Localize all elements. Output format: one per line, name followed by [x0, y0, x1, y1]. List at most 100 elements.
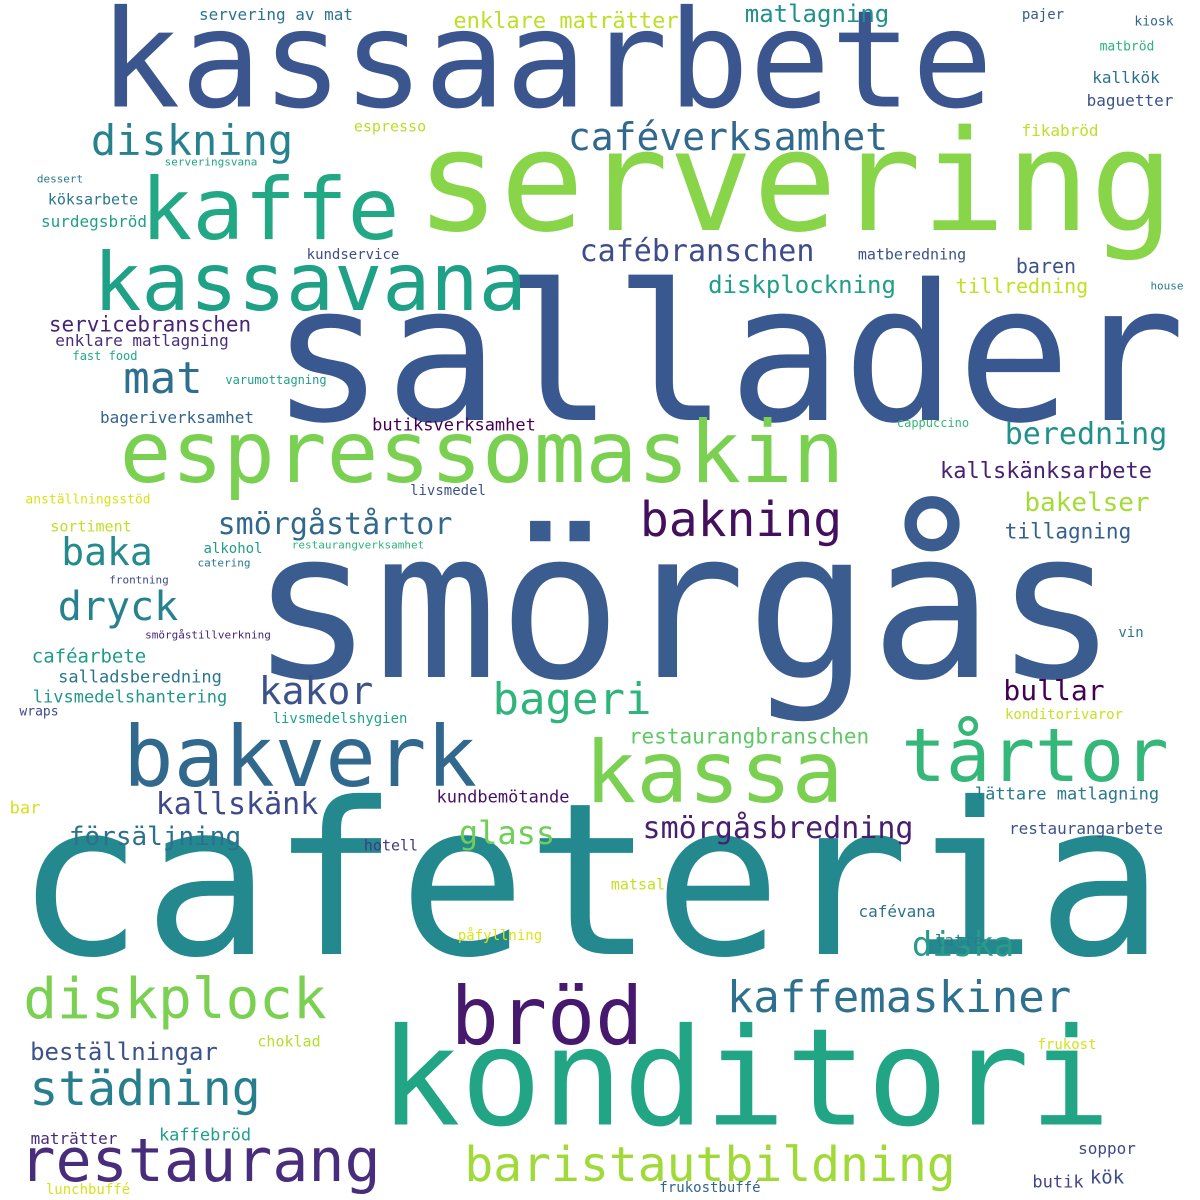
word: serveringsvana [164, 155, 258, 169]
word: kakor [258, 669, 374, 713]
word: konditori [379, 999, 1111, 1157]
word: bageri [492, 674, 652, 725]
word: espresso [353, 117, 427, 136]
word: servering [415, 101, 1175, 264]
word: fikabröd [1021, 121, 1099, 140]
word: bar [9, 798, 41, 819]
word: livsmedelshantering [32, 687, 228, 708]
word: kaffe [140, 160, 400, 260]
word: kallskänksarbete [940, 459, 1152, 484]
word: matbröd [1099, 39, 1155, 55]
word: vin [1118, 625, 1144, 641]
word: salladsberedning [58, 667, 222, 688]
word: kundbemötande [436, 787, 570, 808]
word: enklare matlagning [55, 331, 229, 350]
word: frukost [1037, 1037, 1097, 1053]
word: servering av mat [198, 5, 354, 24]
word: baguetter [1086, 91, 1174, 110]
word: köksarbete [47, 190, 139, 209]
word: städning [29, 1061, 261, 1117]
word: caféarbete [31, 645, 147, 668]
word: beställningar [30, 1038, 218, 1066]
word: pajer [1021, 7, 1065, 23]
word: diskplockning [708, 271, 896, 299]
word: sallader [270, 244, 1186, 465]
word: livsmedel [410, 483, 486, 499]
word: frukostbuffé [659, 1180, 761, 1196]
word: latte [934, 931, 984, 950]
word: cafévana [858, 902, 936, 921]
word: butiksverksamhet [372, 415, 536, 436]
word: smörgåstårtor [217, 507, 453, 542]
word: fast food [72, 349, 138, 363]
word: tillredning [955, 274, 1089, 298]
word: bakelser [1024, 488, 1150, 518]
word: cappuccino [896, 416, 970, 430]
word: diskplock [23, 967, 327, 1032]
word: kiosk [1134, 14, 1174, 30]
word: soppor [1078, 1139, 1136, 1158]
word: cafeteria [15, 757, 1165, 1004]
word: frontning [109, 573, 169, 587]
word: hotell [363, 836, 419, 855]
word: servicebranschen [48, 312, 252, 337]
word: maträtter [30, 1129, 118, 1148]
word: kassavana [93, 236, 527, 329]
word: mat [123, 353, 203, 404]
word: restaurangbranschen [628, 724, 870, 749]
word: alkohol [203, 541, 263, 557]
word: matberedning [857, 245, 967, 264]
word: espressomaskin [119, 403, 845, 503]
word: kundservice [306, 247, 400, 263]
word: baren [1015, 254, 1077, 278]
word: restaurang [19, 1126, 381, 1196]
word: dessert [36, 172, 84, 186]
word: lättare matlagning [974, 784, 1160, 805]
word: matlagning [744, 0, 890, 28]
word: lunchbuffé [45, 1182, 131, 1198]
word: wraps [19, 704, 59, 720]
word: kök [1089, 1166, 1125, 1189]
word: enklare maträtter [453, 9, 679, 34]
word: livsmedelshygien [272, 711, 408, 727]
word: glass [458, 814, 556, 852]
word: bröd [450, 970, 644, 1063]
word: kallskänk [155, 787, 319, 822]
word: kaffebröd [158, 1125, 252, 1146]
word: beredning [1004, 417, 1168, 452]
word: dryck [57, 584, 179, 630]
word: smörgås [249, 486, 1119, 726]
word: påfyllning [457, 928, 543, 944]
word: tårtor [901, 713, 1169, 799]
word: försäljning [68, 822, 242, 852]
word: konditorivaror [1004, 707, 1124, 723]
word: diska [911, 925, 1015, 965]
word: caféverksamhet [567, 115, 889, 159]
word: baristautbildning [464, 1137, 956, 1193]
word: cafébranschen [579, 234, 815, 269]
word: restaurangverksamhet [291, 538, 425, 552]
word: diskning [90, 116, 294, 165]
word: surdegsbröd [41, 212, 147, 231]
word: restaurangarbete [1008, 819, 1164, 838]
word: matsal [610, 875, 666, 894]
word: kassaarbete [98, 0, 994, 139]
word: sortiment [50, 517, 132, 536]
word: smörgåstillverkning [145, 628, 271, 642]
word: bakverk [122, 708, 478, 806]
word: bullar [1003, 674, 1105, 707]
word: smörgåsbredning [642, 811, 914, 846]
word: kallkök [1092, 68, 1160, 87]
word: varumottagning [225, 373, 327, 387]
word: tillagning [1004, 519, 1132, 544]
word: baka [61, 530, 153, 574]
word: catering [197, 556, 251, 570]
word: house [1150, 279, 1184, 293]
word: kaffemaskiner [726, 972, 1072, 1023]
word: bageriverksamhet [99, 408, 255, 427]
word: butik [1032, 1172, 1084, 1193]
word: bakning [639, 492, 843, 548]
word: anställningsstöd [25, 492, 151, 508]
word: choklad [257, 1032, 321, 1051]
